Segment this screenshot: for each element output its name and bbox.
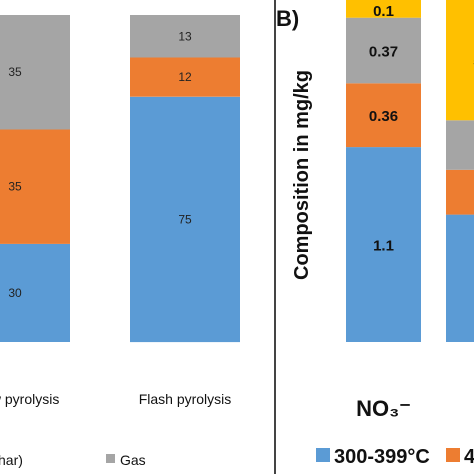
y-axis-label: Composition in mg/kg	[291, 70, 313, 280]
legend-fragment: har)	[0, 452, 23, 468]
data-label: 0.1	[373, 3, 394, 20]
bar-segment-2-1	[0, 129, 70, 244]
bar-segment-4-1	[346, 0, 421, 18]
data-label: 13	[178, 29, 192, 43]
legend-entry: 4	[464, 446, 474, 468]
bar-segment-4-2	[446, 0, 474, 121]
bar-segment-1-1	[346, 147, 421, 342]
data-label: 30	[8, 286, 22, 300]
category-label: Flash pyrolysis	[139, 391, 232, 407]
data-label: 0.36	[369, 108, 398, 125]
bar-segment-1-1	[0, 243, 70, 342]
data-label: 12	[178, 70, 192, 84]
panel-divider	[274, 0, 276, 474]
data-label: 35	[8, 180, 22, 194]
data-label: 0.37	[369, 44, 398, 61]
bar-segment-2-2	[446, 169, 474, 215]
legend-swatch	[446, 448, 460, 462]
bar-segment-3-2	[446, 120, 474, 170]
bar-segment-3-2	[130, 15, 240, 58]
bar-segment-1-2	[130, 96, 240, 343]
chart-b: B) Composition in mg/kg 1.1 0.36 0.37 0.1 NO…	[276, 0, 474, 468]
bar-segment-2-1	[346, 83, 421, 148]
category-label: Slow pyrolysis	[0, 391, 59, 407]
data-label: 75	[178, 212, 192, 226]
data-label: 1.1	[373, 238, 394, 255]
legend-entry: 300-399°C	[334, 446, 430, 468]
legend-swatch	[106, 454, 115, 463]
bar-segment-1-2	[446, 214, 474, 342]
panel-label: B)	[276, 6, 299, 31]
chart-a: 30 35 35 Slow pyrolysis 75 12 13 Flash pyrolysi…	[0, 15, 240, 468]
legend-entry: Gas	[120, 452, 146, 468]
bar-segment-2-2	[130, 57, 240, 97]
bar-segment-3-1	[346, 17, 421, 84]
data-label: 35	[8, 65, 22, 79]
category-label: NO₃⁻	[356, 396, 411, 421]
legend-swatch	[316, 448, 330, 462]
bar-segment-3-1	[0, 15, 70, 130]
